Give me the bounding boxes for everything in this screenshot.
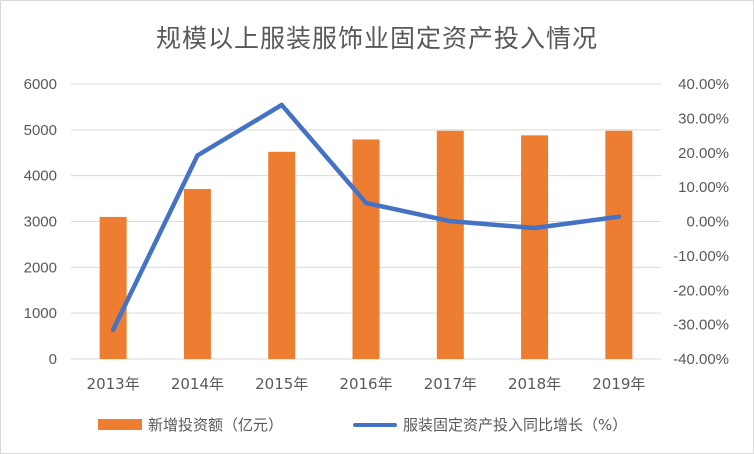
y-left-tick-label: 3000 [24,214,57,231]
x-tick-label: 2016年 [339,375,392,393]
y-left-tick-label: 2000 [24,259,57,276]
y-right-tick-label: -10.00% [673,248,729,265]
y-right-tick-label: 40.00% [678,76,729,93]
bar [352,139,380,359]
legend-label-bar: 新增投资额（亿元） [148,416,284,434]
x-tick-label: 2019年 [592,375,645,393]
chart-title: 规模以上服装服饰业固定资产投入情况 [155,24,598,53]
line-point [195,153,200,158]
line-point [110,327,116,332]
x-tick-label: 2015年 [255,375,308,393]
y-right-tick-label: -20.00% [673,282,729,299]
legend: 新增投资额（亿元） 服装固定资产投入同比增长（%） [1,414,753,438]
y-left-tick-label: 1000 [24,305,57,322]
legend-item-bar: 新增投资额（亿元） [98,414,283,435]
y-left-tick-label: 6000 [24,76,57,93]
y-right-tick-label: 20.00% [678,145,729,162]
line-point [448,218,453,224]
legend-swatch-line [353,422,397,427]
y-left-tick-label: 4000 [24,168,57,185]
bar [605,130,633,359]
line-point [532,225,537,231]
y-right-tick-label: 0.00% [686,214,729,231]
bar [183,188,211,359]
bar [99,216,127,359]
x-tick-label: 2017年 [424,375,477,393]
legend-item-line: 服装固定资产投入同比增长（%） [353,414,627,435]
y-right-tick-label: 30.00% [678,110,729,127]
legend-swatch-bar [98,419,142,430]
line-point [363,200,369,206]
legend-label-line: 服装固定资产投入同比增长（%） [403,416,628,434]
y-right-tick-label: -40.00% [673,351,729,368]
y-right-tick-label: 10.00% [678,179,729,196]
x-tick-label: 2014年 [171,375,224,393]
y-left-tick-label: 0 [49,351,57,368]
bar [436,130,464,359]
y-left-tick-label: 5000 [24,122,57,139]
line-point [616,214,622,219]
x-tick-label: 2013年 [87,375,140,393]
bar [268,151,296,359]
bar [521,135,549,359]
y-right-tick-label: -30.00% [673,317,729,334]
line-point [279,102,284,108]
x-tick-label: 2018年 [508,375,561,393]
